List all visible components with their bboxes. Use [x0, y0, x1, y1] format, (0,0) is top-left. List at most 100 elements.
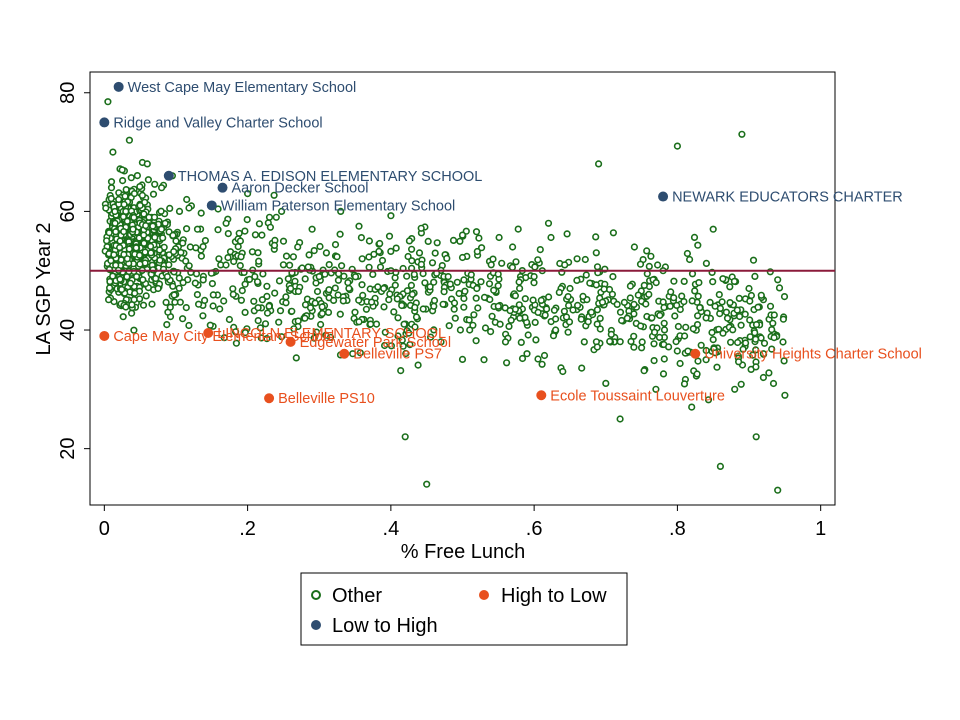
- point-other: [235, 229, 243, 237]
- point-other: [120, 228, 128, 236]
- point-other: [460, 303, 468, 311]
- point-other: [774, 486, 782, 494]
- point-other: [689, 325, 697, 333]
- point-high-to-low: [536, 390, 547, 401]
- point-other: [287, 284, 295, 293]
- point-other: [222, 219, 230, 227]
- point-other: [702, 259, 711, 268]
- point-other: [751, 272, 759, 281]
- point-other: [480, 293, 489, 302]
- point-other: [197, 209, 205, 217]
- point-other: [472, 337, 480, 345]
- point-other: [301, 314, 309, 322]
- point-other: [719, 329, 727, 337]
- point-other: [770, 311, 778, 319]
- point-other: [566, 284, 574, 293]
- point-other: [593, 320, 601, 328]
- point-other: [766, 302, 775, 310]
- y-tick-label: 80: [57, 82, 79, 104]
- point-other: [531, 263, 539, 271]
- point-other: [243, 216, 251, 224]
- point-other: [467, 271, 475, 279]
- point-other: [161, 219, 169, 227]
- point-other: [676, 359, 684, 368]
- point-other: [722, 308, 731, 316]
- legend-label-high-to-low: High to Low: [501, 585, 607, 607]
- point-other: [408, 257, 416, 265]
- point-other: [630, 343, 638, 351]
- point-other: [266, 223, 275, 231]
- point-other: [426, 283, 434, 291]
- point-labels-layer: West Cape May Elementary School Ridge and…: [99, 80, 922, 407]
- point-other: [136, 183, 144, 191]
- point-other: [419, 305, 427, 313]
- point-other: [225, 315, 233, 324]
- point-other: [254, 317, 262, 325]
- point-other: [355, 222, 363, 230]
- point-other: [593, 306, 602, 314]
- point-other: [192, 270, 201, 278]
- point-other: [741, 339, 750, 347]
- point-other: [282, 293, 290, 301]
- point-other: [185, 204, 193, 212]
- point-other: [726, 283, 734, 291]
- point-other: [780, 293, 789, 301]
- point-other: [741, 310, 749, 318]
- point-other: [105, 284, 114, 292]
- points-layer: [101, 98, 789, 494]
- point-other: [111, 207, 119, 216]
- point-label-low-to-high: THOMAS A. EDISON ELEMENTARY SCHOOL: [178, 169, 483, 185]
- point-other: [107, 184, 116, 192]
- point-other: [458, 355, 467, 364]
- point-other: [177, 248, 185, 257]
- point-other: [358, 281, 366, 289]
- point-other: [626, 282, 635, 290]
- point-other: [421, 279, 429, 287]
- point-other: [411, 323, 419, 331]
- point-other: [201, 296, 209, 305]
- point-label-high-to-low: Belleville PS7: [353, 347, 442, 363]
- point-other: [444, 273, 452, 281]
- x-tick-label: .8: [669, 518, 686, 540]
- point-other: [330, 296, 338, 305]
- point-other: [380, 303, 388, 311]
- point-other: [163, 273, 171, 281]
- point-other: [129, 225, 137, 233]
- point-other: [638, 338, 646, 346]
- point-high-to-low: [339, 348, 350, 359]
- point-other: [461, 287, 469, 295]
- point-other: [316, 242, 324, 251]
- point-other: [754, 303, 762, 311]
- legend-marker-low-to-high: [311, 620, 321, 630]
- point-other: [737, 321, 745, 329]
- point-other: [702, 314, 710, 322]
- point-other: [682, 323, 690, 331]
- point-other: [294, 287, 303, 296]
- point-other: [118, 177, 127, 185]
- point-other: [257, 334, 265, 342]
- point-other: [769, 379, 778, 388]
- point-other: [709, 278, 717, 286]
- point-other: [450, 305, 458, 313]
- point-other: [716, 462, 725, 471]
- point-other: [116, 237, 124, 245]
- point-other: [650, 340, 658, 348]
- point-other: [715, 291, 723, 299]
- point-other: [529, 296, 537, 304]
- point-other: [372, 320, 381, 328]
- point-other: [271, 289, 279, 297]
- point-other: [433, 239, 441, 247]
- point-other: [408, 290, 417, 299]
- point-other: [495, 233, 503, 242]
- point-other: [751, 335, 760, 343]
- x-tick-label: 1: [815, 518, 826, 540]
- point-other: [592, 249, 600, 257]
- point-other: [138, 191, 146, 199]
- point-other: [140, 231, 148, 239]
- point-other: [402, 349, 410, 358]
- point-other: [475, 234, 483, 242]
- point-other: [779, 315, 788, 323]
- point-other: [130, 326, 138, 334]
- point-other: [286, 261, 294, 269]
